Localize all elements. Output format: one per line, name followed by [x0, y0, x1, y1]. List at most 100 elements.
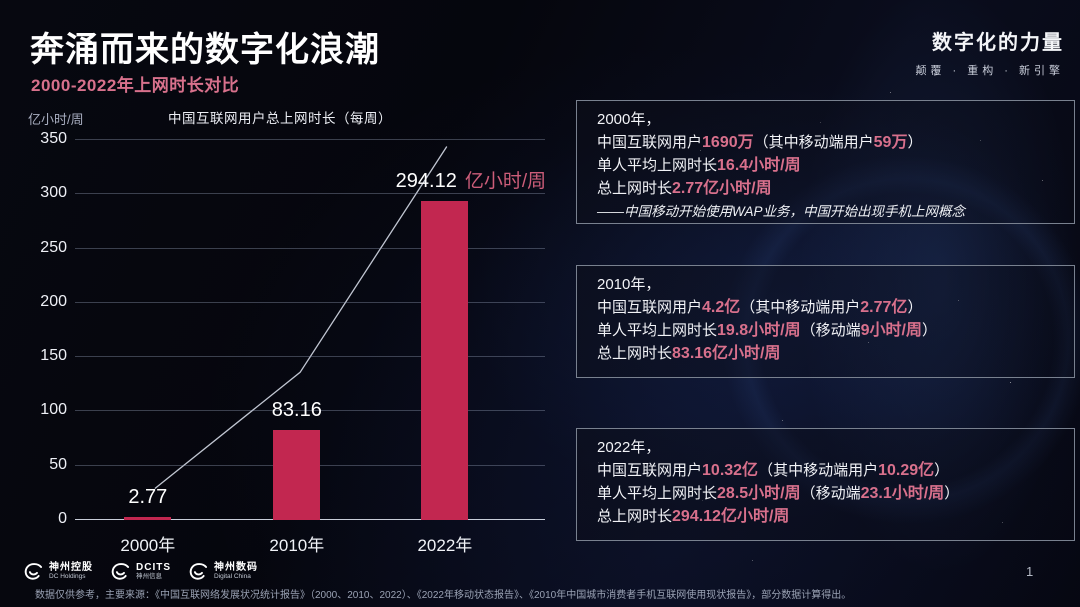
info-text: ）	[907, 134, 923, 151]
info-text: 单人平均上网时长	[597, 322, 718, 339]
brand-title: 数字化的力量	[932, 32, 1064, 54]
bar-value-number: 83.16	[271, 398, 322, 421]
logo-text: DCITS 神州信息	[136, 562, 171, 581]
highlight-value: 4.2亿	[702, 299, 741, 316]
bar-value-unit-label: 亿小时/周	[464, 170, 547, 192]
logo-name: 神州控股	[49, 561, 93, 573]
page-title: 奔涌而来的数字化浪潮	[30, 31, 380, 69]
info-line: 中国互联网用户1690万（其中移动端用户59万）	[597, 131, 1054, 154]
y-tick-label: 350	[40, 130, 67, 147]
background-stars	[0, 0, 1, 1]
y-tick-label: 0	[58, 510, 67, 527]
logo-name: 神州数码	[214, 561, 258, 573]
highlight-value: 9小时/周	[860, 322, 922, 339]
year-info-box-1: 2000年， 中国互联网用户1690万（其中移动端用户59万） 单人平均上网时长16…	[576, 100, 1075, 224]
info-text: （其中移动端用户	[758, 462, 879, 479]
highlight-value: 294.12亿小时/周	[672, 508, 790, 525]
bar-2000年	[124, 517, 172, 520]
info-text: 总上网时长	[597, 180, 673, 197]
info-line: 单人平均上网时长19.8小时/周（移动端9小时/周）	[597, 319, 1054, 342]
gridline-250	[75, 247, 545, 249]
highlight-value: 28.5小时/周	[717, 485, 801, 502]
year-info-box-2: 2010年， 中国互联网用户4.2亿（其中移动端用户2.77亿） 单人平均上网时长1…	[576, 265, 1075, 378]
gridline-300	[75, 193, 545, 195]
y-tick-label: 300	[40, 184, 67, 202]
company-logo: 神州数码 Digital China	[187, 560, 258, 582]
highlight-value: 2.77亿	[860, 299, 908, 316]
logo-name: DCITS	[136, 561, 171, 573]
x-tick-label: 2000年	[120, 536, 176, 555]
bar-value-number: 294.12	[395, 169, 457, 192]
info-line: 单人平均上网时长16.4小时/周	[597, 154, 1054, 177]
x-tick-label: 2022年	[417, 536, 473, 555]
info-line: 总上网时长2.77亿小时/周	[597, 177, 1054, 200]
company-logo: DCITS 神州信息	[109, 560, 171, 582]
era-note: ——中国移动开始使用WAP业务，中国开始出现手机上网概念	[597, 204, 966, 219]
y-tick-label: 200	[40, 292, 67, 310]
year-label: 2010年，	[597, 276, 661, 293]
highlight-value: 2.77亿小时/周	[672, 180, 772, 197]
highlight-value: 1690万	[702, 134, 754, 151]
info-text: （移动端	[800, 322, 861, 339]
info-text: ）	[944, 485, 960, 502]
y-tick-label: 150	[40, 347, 67, 365]
info-text: 中国互联网用户	[597, 134, 703, 151]
gridline-350	[75, 139, 545, 140]
logo-subname: DC Holdings	[49, 572, 86, 580]
x-tick-label: 2010年	[269, 536, 325, 555]
highlight-value: 19.8小时/周	[717, 322, 801, 339]
info-line: 单人平均上网时长28.5小时/周（移动端23.1小时/周）	[597, 482, 1054, 505]
page-number: 1	[1026, 564, 1034, 579]
logo-text: 神州数码 Digital China	[214, 562, 258, 581]
info-text: 总上网时长	[597, 345, 673, 362]
gridline-100	[75, 410, 545, 412]
info-line: 总上网时长83.16亿小时/周	[597, 342, 1054, 365]
info-text: （其中移动端用户	[740, 299, 861, 316]
bar-value-label: 294.12 亿小时/周	[396, 166, 546, 193]
year-info-box-3: 2022年， 中国互联网用户10.32亿（其中移动端用户10.29亿） 单人平均上网…	[576, 428, 1075, 541]
company-logo: 神州控股 DC Holdings	[22, 560, 93, 582]
galaxy-swirl-icon	[111, 563, 130, 580]
highlight-value: 23.1小时/周	[860, 485, 945, 502]
info-text: （移动端	[800, 485, 861, 502]
page-subtitle: 2000-2022年上网时长对比	[31, 76, 240, 95]
galaxy-swirl-icon	[24, 563, 43, 580]
y-tick-label: 100	[40, 401, 67, 419]
y-axis-unit-label: 亿小时/周	[28, 112, 84, 127]
info-text: ）	[921, 322, 937, 339]
trend-line	[154, 146, 448, 490]
info-text: ）	[934, 462, 950, 479]
info-text: 单人平均上网时长	[597, 485, 718, 502]
y-tick-label: 250	[40, 238, 67, 256]
highlight-value: 16.4小时/周	[717, 157, 801, 174]
y-tick-label: 50	[49, 455, 67, 473]
brand-block: 数字化的力量 颠覆 · 重构 · 新引擎	[915, 26, 1064, 78]
info-line: 中国互联网用户10.32亿（其中移动端用户10.29亿）	[597, 459, 1054, 482]
bar-2010年	[273, 429, 321, 520]
bar-value-number: 2.77	[128, 486, 168, 508]
data-source-note: 数据仅供参考，主要来源：《中国互联网络发展状况统计报告》（2000、2010、2…	[35, 590, 852, 601]
info-text: 总上网时长	[597, 508, 673, 525]
gridline-200	[75, 301, 545, 303]
info-text: ）	[907, 299, 923, 316]
gridline-150	[75, 356, 545, 358]
year-label: 2000年，	[597, 111, 661, 128]
brand-tagline: 颠覆 · 重构 · 新引擎	[915, 65, 1064, 77]
logo-subname: 神州信息	[136, 572, 162, 580]
info-line: 总上网时长294.12亿小时/周	[597, 505, 1054, 528]
info-text: （其中移动端用户	[753, 134, 874, 151]
logo-subname: Digital China	[214, 572, 251, 580]
bar-value-label: 2.77	[128, 486, 167, 509]
year-label: 2022年，	[597, 439, 661, 456]
highlight-value: 10.29亿	[878, 462, 935, 479]
highlight-value: 59万	[873, 134, 908, 151]
bar-value-label: 83.16	[272, 399, 322, 422]
galaxy-swirl-icon	[189, 563, 208, 580]
info-text: 单人平均上网时长	[597, 157, 718, 174]
info-text: 中国互联网用户	[597, 462, 703, 479]
highlight-value: 10.32亿	[702, 462, 759, 479]
logo-text: 神州控股 DC Holdings	[49, 562, 93, 581]
chart-title: 中国互联网用户总上网时长（每周）	[168, 111, 392, 126]
highlight-value: 83.16亿小时/周	[672, 345, 781, 362]
